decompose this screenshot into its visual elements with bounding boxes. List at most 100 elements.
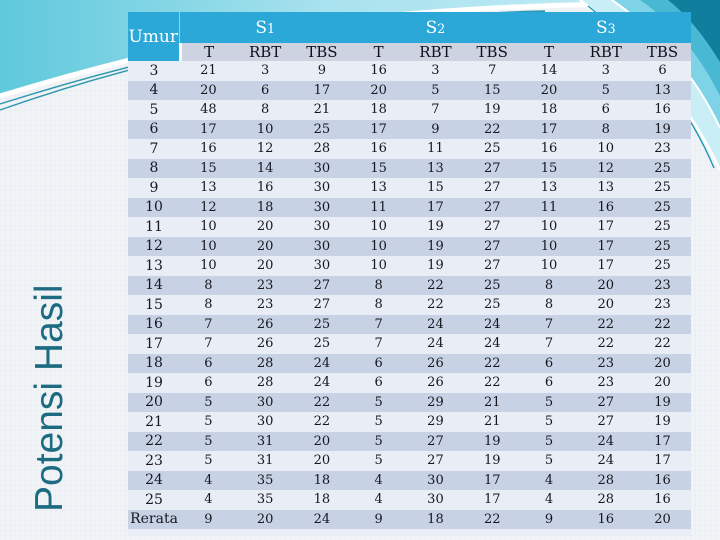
value-cell: 18: [293, 470, 351, 490]
value-cell: 20: [634, 353, 691, 373]
value-cell: 4: [350, 490, 408, 510]
value-cell: 25: [293, 119, 351, 139]
value-cell: 27: [293, 275, 351, 295]
value-cell: 5: [520, 451, 578, 471]
group-header-row: Umur S1 S2 S3: [128, 12, 691, 61]
value-cell: 24: [293, 509, 351, 529]
value-cell: 13: [407, 158, 464, 178]
value-cell: 17: [634, 431, 691, 451]
value-cell: 23: [634, 139, 691, 159]
value-cell: 11: [407, 139, 464, 159]
value-cell: 5: [520, 392, 578, 412]
value-cell: 7: [180, 334, 237, 354]
table-footer-cell: [128, 529, 691, 536]
value-cell: 23: [634, 275, 691, 295]
sub-header-t: T: [350, 43, 408, 61]
value-cell: 15: [463, 80, 521, 100]
value-cell: 18: [520, 100, 578, 120]
value-cell: 27: [577, 412, 635, 432]
vertical-title: Potensi Hasil: [28, 284, 71, 512]
value-cell: 23: [577, 373, 635, 393]
value-cell: 16: [634, 100, 691, 120]
value-cell: 31: [236, 451, 294, 471]
table-row: 12 10 20 30 10 19 27 10 17 25: [128, 236, 691, 256]
value-cell: 5: [350, 392, 408, 412]
value-cell: 23: [634, 295, 691, 315]
value-cell: 22: [407, 295, 464, 315]
value-cell: 15: [180, 158, 237, 178]
value-cell: 22: [634, 334, 691, 354]
umur-cell: 8: [128, 158, 180, 178]
value-cell: 22: [293, 412, 351, 432]
value-cell: 12: [180, 197, 237, 217]
value-cell: 8: [520, 275, 578, 295]
value-cell: 16: [634, 470, 691, 490]
value-cell: 19: [463, 431, 521, 451]
table-row: 20 5 30 22 5 29 21 5 27 19: [128, 392, 691, 412]
value-cell: 17: [180, 119, 237, 139]
value-cell: 20: [236, 256, 294, 276]
value-cell: 5: [350, 451, 408, 471]
value-cell: 27: [577, 392, 635, 412]
table-row: 21 5 30 22 5 29 21 5 27 19: [128, 412, 691, 432]
value-cell: 3: [236, 61, 294, 81]
value-cell: 15: [520, 158, 578, 178]
value-cell: 5: [180, 412, 237, 432]
value-cell: 16: [236, 178, 294, 198]
value-cell: 10: [350, 236, 408, 256]
value-cell: 28: [577, 470, 635, 490]
umur-cell: 9: [128, 178, 180, 198]
value-cell: 10: [577, 139, 635, 159]
value-cell: 4: [180, 490, 237, 510]
value-cell: 25: [634, 178, 691, 198]
sub-header-tbs: TBS: [463, 43, 521, 61]
value-cell: 20: [634, 373, 691, 393]
table-footer-strip: [128, 529, 691, 536]
value-cell: 30: [293, 217, 351, 237]
value-cell: 10: [180, 236, 237, 256]
value-cell: 7: [350, 314, 408, 334]
umur-cell: 22: [128, 431, 180, 451]
value-cell: 8: [180, 275, 237, 295]
sub-header-t: T: [178, 43, 237, 61]
value-cell: 5: [180, 392, 237, 412]
umur-cell: 21: [128, 412, 180, 432]
value-cell: 19: [463, 451, 521, 471]
table-row: 24 4 35 18 4 30 17 4 28 16: [128, 470, 691, 490]
value-cell: 25: [634, 197, 691, 217]
sub-header-t: T: [520, 43, 578, 61]
value-cell: 25: [293, 314, 351, 334]
value-cell: 10: [520, 236, 578, 256]
value-cell: 30: [293, 197, 351, 217]
value-cell: 48: [180, 100, 237, 120]
value-cell: 16: [634, 490, 691, 510]
umur-cell: 7: [128, 139, 180, 159]
value-cell: 27: [463, 236, 521, 256]
value-cell: 21: [293, 100, 351, 120]
umur-cell: 25: [128, 490, 180, 510]
value-cell: 20: [293, 431, 351, 451]
value-cell: 22: [463, 509, 521, 529]
value-cell: 27: [407, 451, 464, 471]
value-cell: 25: [463, 275, 521, 295]
value-cell: 10: [350, 217, 408, 237]
umur-cell: 19: [128, 373, 180, 393]
value-cell: 35: [236, 470, 294, 490]
value-cell: 19: [634, 119, 691, 139]
umur-cell: 20: [128, 392, 180, 412]
value-cell: 9: [407, 119, 464, 139]
value-cell: 6: [350, 353, 408, 373]
value-cell: 18: [407, 509, 464, 529]
umur-cell: 16: [128, 314, 180, 334]
value-cell: 22: [577, 334, 635, 354]
umur-cell: 13: [128, 256, 180, 276]
umur-cell: 12: [128, 236, 180, 256]
group-header-s2: S2: [350, 12, 521, 43]
value-cell: 19: [407, 217, 464, 237]
table-row: 22 5 31 20 5 27 19 5 24 17: [128, 431, 691, 451]
value-cell: 27: [463, 158, 521, 178]
table-row: 7 16 12 28 16 11 25 16 10 23: [128, 139, 691, 159]
group-header-s1: S1: [180, 12, 351, 43]
value-cell: 17: [577, 217, 635, 237]
group-header-s3: S3: [520, 12, 691, 43]
